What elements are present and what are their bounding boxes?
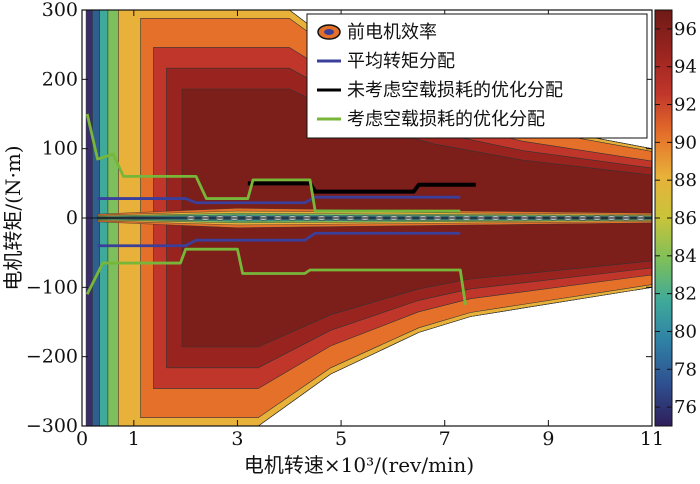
series-line-1-upper <box>97 195 461 205</box>
x-tick-label: 5 <box>335 428 347 450</box>
y-tick-label: −300 <box>26 415 78 437</box>
colorbar-tick-label: 96 <box>674 19 697 40</box>
x-tick-label: 0 <box>76 428 88 450</box>
y-tick-label: 200 <box>42 68 78 90</box>
x-axis-label: 电机转速×10³/(rev/min) <box>244 453 474 477</box>
legend-marker-efficiency-core <box>324 29 334 35</box>
series-line-2-upper <box>247 181 476 194</box>
colorbar-tick-label: 92 <box>674 95 697 116</box>
x-tick-label: 11 <box>640 428 664 450</box>
colorbar-tick-label: 78 <box>674 359 697 380</box>
x-tick-label: 1 <box>128 428 140 450</box>
colorbar-tick-label: 88 <box>674 170 697 191</box>
legend-box <box>306 13 648 139</box>
contour-layer <box>82 10 652 426</box>
colorbar-tick-label: 82 <box>674 284 697 305</box>
legend-entry-label: 平均转矩分配 <box>347 51 455 72</box>
y-tick-label: 300 <box>42 0 78 21</box>
series-line-3-upper <box>85 113 461 213</box>
colorbar-tick-label: 84 <box>674 246 697 267</box>
x-tick-label: 3 <box>231 428 243 450</box>
x-tick-label: 7 <box>439 428 451 450</box>
y-tick-label: −200 <box>26 346 78 368</box>
colorbar-tick-label: 76 <box>674 397 697 418</box>
colorbar-tick-label: 86 <box>674 208 697 229</box>
y-tick-label: 100 <box>42 138 78 160</box>
legend-entry-label: 考虑空载损耗的优化分配 <box>347 109 545 130</box>
x-tick-label: 9 <box>542 428 554 450</box>
colorbar-tick-label: 90 <box>674 132 697 153</box>
legend-entry-label: 前电机效率 <box>347 22 437 43</box>
colorbar-tick-label: 80 <box>674 321 697 342</box>
legend-entry-label: 未考虑空载损耗的优化分配 <box>347 80 563 101</box>
colorbar-tick-label: 94 <box>674 57 697 78</box>
y-axis-label: 电机转矩/(N·m) <box>1 145 25 290</box>
y-tick-label: 0 <box>66 207 78 229</box>
series-line-1-lower <box>97 231 461 248</box>
series-line-3-lower <box>85 247 467 305</box>
y-tick-label: −100 <box>26 276 78 298</box>
